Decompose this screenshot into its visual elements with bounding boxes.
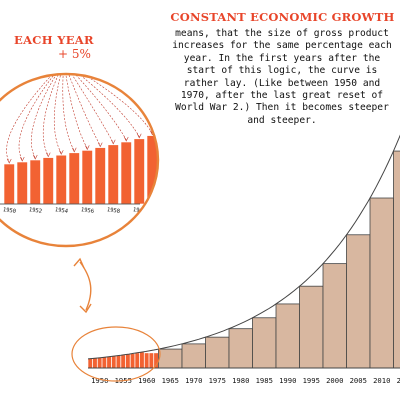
main-tick-label: 1960 [138, 376, 155, 385]
growth-arrowhead-icon [123, 136, 129, 142]
main-bar [205, 336, 230, 369]
main-early-bar [107, 356, 111, 368]
growth-arrow [63, 74, 101, 146]
main-early-bar [93, 358, 97, 368]
main-tick-label: 2005 [350, 376, 367, 385]
zoom-bar [94, 147, 106, 205]
zoom-bar [68, 152, 80, 205]
growth-arrow [62, 74, 75, 151]
main-early-bar [154, 353, 158, 368]
main-early-bar [140, 352, 144, 368]
zoom-tick-label: 1952 [28, 207, 42, 215]
chart-description: means, that the size of gross product in… [172, 28, 392, 126]
main-tick-label: 2000 [326, 376, 343, 385]
zoom-bar [55, 154, 67, 205]
growth-arrowhead-icon [136, 133, 142, 139]
main-tick-label: 2010 [373, 376, 390, 385]
main-early-bar [144, 353, 149, 368]
zoom-bar [81, 150, 93, 205]
main-early-bar [97, 357, 102, 368]
zoom-tick-label: 1950 [2, 207, 16, 215]
growth-arrowhead-icon [84, 145, 90, 151]
main-bar [228, 328, 253, 369]
zoom-inset: 1950 1952 1954 1956 1958 1960 1961 [0, 74, 159, 246]
growth-arrowhead-icon [97, 142, 103, 148]
main-tick-label: 1970 [185, 376, 202, 385]
zoom-bar [42, 157, 54, 205]
main-early-bar [149, 353, 154, 368]
zoom-bars [3, 135, 158, 205]
main-early-bar [88, 358, 93, 368]
growth-arrow [6, 74, 65, 163]
main-bar [181, 343, 206, 369]
main-tick-label: 1980 [232, 376, 249, 385]
main-early-bar [102, 357, 107, 368]
zoom-bar [133, 138, 145, 205]
growth-arrow [63, 74, 153, 134]
zoom-connector-arrow [79, 261, 92, 311]
zoom-bar [16, 161, 28, 205]
main-bar [299, 285, 324, 369]
main-tick-label: 1975 [209, 376, 226, 385]
growth-arrow [63, 74, 140, 137]
chart-title: CONSTANT ECONOMIC GROWTH [170, 10, 395, 24]
growth-arrowhead-icon [58, 150, 64, 155]
main-tick-label: 1950 [91, 376, 108, 385]
arrowhead-down-icon [79, 303, 92, 314]
growth-arrowhead-icon [6, 158, 12, 164]
main-early-bar [121, 355, 126, 368]
zoom-tick-label: 1961 [145, 207, 159, 215]
main-bar [346, 234, 371, 369]
zoom-bar [3, 163, 15, 205]
growth-arrowhead-icon [71, 147, 77, 153]
arrowhead-up-icon [73, 257, 85, 269]
growth-arrow [31, 74, 65, 159]
growth-arrowhead-icon [45, 152, 51, 158]
zoom-source-ellipse [71, 326, 161, 382]
zoom-ellipse [0, 72, 160, 248]
main-early-bar [125, 354, 130, 368]
main-early-bar [111, 356, 116, 368]
main-bar [158, 348, 183, 369]
growth-arrowhead-icon [32, 154, 38, 160]
zoom-bar [120, 141, 132, 205]
main-bar [275, 303, 300, 369]
each-year-label: EACH YEAR [14, 33, 94, 47]
main-tick-label: 1990 [279, 376, 296, 385]
growth-arrow [63, 74, 127, 141]
main-tick-label: 2015 [397, 376, 400, 385]
growth-arrowhead-icon [110, 139, 116, 145]
zoom-tick-label: 1958 [106, 207, 120, 215]
growth-arrow [18, 74, 65, 161]
main-bar [322, 263, 347, 369]
main-tick-label: 1995 [303, 376, 320, 385]
main-tick-label: 1985 [256, 376, 273, 385]
zoom-tick-label: 1954 [54, 207, 69, 215]
growth-rate-label: + 5% [58, 47, 91, 61]
zoom-bar [107, 144, 119, 205]
main-bar [369, 197, 394, 369]
main-tick-label: 1965 [162, 376, 179, 385]
main-bar [393, 150, 400, 369]
main-early-bar [135, 353, 140, 368]
zoom-tick-label: 1956 [80, 207, 94, 215]
zoom-bar [29, 159, 41, 205]
main-early-bar [130, 353, 135, 368]
main-early-bar [116, 355, 121, 368]
growth-arrowhead-icon [19, 156, 25, 162]
growth-curve [87, 134, 400, 360]
main-bar [252, 317, 277, 369]
